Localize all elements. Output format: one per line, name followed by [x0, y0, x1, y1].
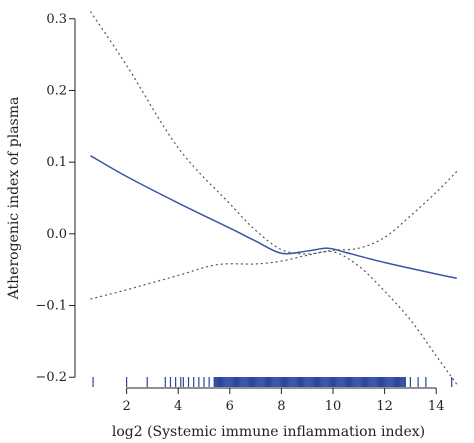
series-lines [89, 11, 458, 385]
x-tick-label: 6 [226, 399, 234, 414]
upper-ci-line [89, 11, 458, 255]
fit-line [90, 155, 457, 280]
x-tick-label: 10 [325, 399, 342, 414]
x-tick-label: 4 [174, 399, 182, 414]
y-tick-label: 0.1 [46, 155, 67, 170]
y-tick-label: −0.2 [35, 370, 67, 385]
x-tick-label: 14 [428, 399, 445, 414]
axes [74, 18, 437, 389]
y-tick-label: 0.3 [46, 12, 67, 27]
y-axis-ticks: −0.2 −0.1 0.0 0.1 0.2 0.3 [35, 12, 75, 385]
x-axis-title: log2 (Systemic immune inflammation index… [112, 424, 425, 440]
rug-plot [92, 377, 453, 387]
y-axis-title: Atherogenic index of plasma [6, 97, 22, 301]
y-tick-label: 0.2 [46, 83, 67, 98]
x-axis-ticks: 2 4 6 8 10 12 14 [122, 388, 444, 414]
lower-ci-line [90, 250, 458, 385]
y-tick-label: −0.1 [35, 299, 67, 314]
y-tick-label: 0.0 [46, 227, 67, 242]
x-tick-label: 12 [376, 399, 393, 414]
x-tick-label: 2 [122, 399, 130, 414]
x-tick-label: 8 [277, 399, 285, 414]
